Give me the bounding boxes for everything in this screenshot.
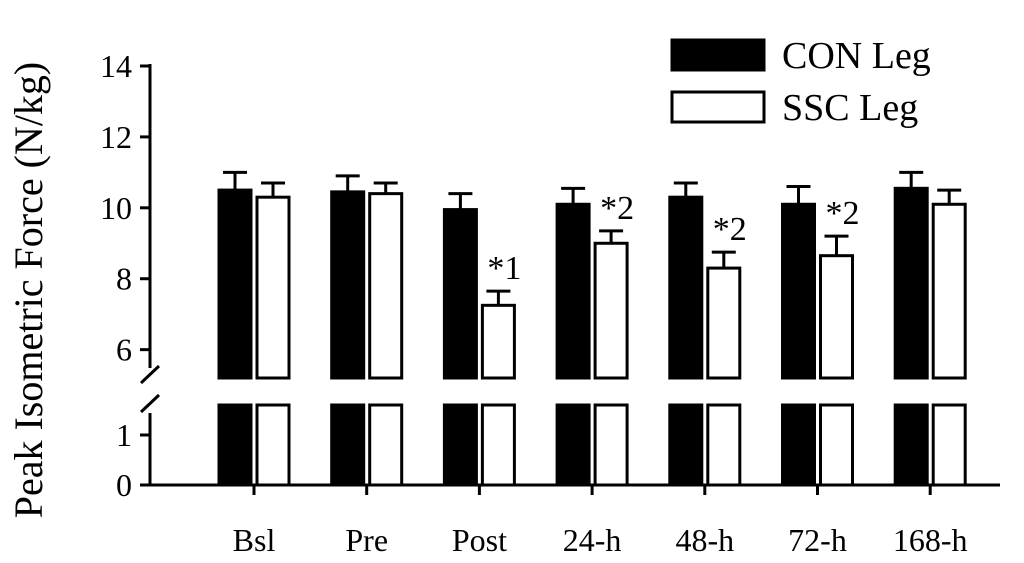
bar-upper — [593, 241, 629, 380]
bar-lower — [819, 403, 854, 487]
bar-lower — [330, 403, 366, 487]
y-axis-label: Peak Isometric Force (N/kg) — [6, 62, 51, 519]
bar-lower — [593, 403, 629, 487]
bar-lower — [668, 403, 704, 487]
x-tick-label: 168-h — [893, 522, 968, 558]
bar-lower — [442, 403, 478, 487]
significance-label: *1 — [487, 250, 521, 287]
axis-break-mark-bottom — [139, 393, 161, 414]
bar-upper — [668, 195, 704, 380]
significance-label: *2 — [826, 195, 860, 232]
bar-upper — [893, 186, 929, 380]
x-tick-label: Pre — [345, 522, 388, 558]
bar-lower — [255, 403, 291, 487]
legend-label: CON Leg — [782, 35, 931, 77]
y-tick-label: 8 — [116, 261, 132, 297]
y-tick-label: 12 — [100, 119, 132, 155]
x-tick-label: 48-h — [675, 522, 734, 558]
legend: CON Leg SSC Leg — [670, 35, 931, 129]
error-bars — [223, 170, 962, 306]
bar-lower — [217, 403, 253, 487]
bar-lower — [368, 403, 404, 487]
bar-lower — [781, 403, 816, 487]
x-tick-label: 72-h — [788, 522, 847, 558]
y-tick-label: 6 — [116, 332, 132, 368]
x-tick-label: 24-h — [563, 522, 622, 558]
bar-lower — [931, 403, 967, 487]
bar-upper — [368, 192, 404, 380]
bar-lower — [893, 403, 929, 487]
y-tick-label: 1 — [116, 417, 132, 453]
bar-upper — [255, 195, 291, 380]
bar-upper — [480, 303, 516, 380]
bar-lower — [706, 403, 742, 487]
y-tick-label: 0 — [116, 467, 132, 503]
y-tick-label: 14 — [100, 48, 132, 84]
bar-upper — [706, 266, 742, 380]
legend-label: SSC Leg — [782, 87, 918, 129]
significance-label: *2 — [713, 211, 747, 248]
significance-label: *2 — [600, 190, 634, 227]
bar-upper — [555, 202, 591, 380]
axis-break-mark-top — [139, 364, 161, 385]
x-tick-label: Post — [452, 522, 507, 558]
bars — [217, 186, 967, 487]
bar-upper — [330, 190, 366, 380]
y-tick-label: 10 — [100, 190, 132, 226]
x-tick-labels: Bsl Pre Post 24-h 48-h 72-h 168-h — [233, 485, 968, 558]
bar-upper — [819, 254, 854, 380]
bar-lower — [555, 403, 591, 487]
significance-annotations: *1 *2 *2 *2 — [487, 190, 859, 287]
bar-upper — [217, 188, 253, 380]
legend-swatch — [670, 90, 766, 124]
bar-upper — [781, 202, 816, 380]
bar-upper — [442, 208, 478, 380]
bar-lower — [480, 403, 516, 487]
legend-swatch — [670, 38, 766, 72]
x-tick-label: Bsl — [233, 522, 276, 558]
bar-upper — [931, 202, 967, 380]
